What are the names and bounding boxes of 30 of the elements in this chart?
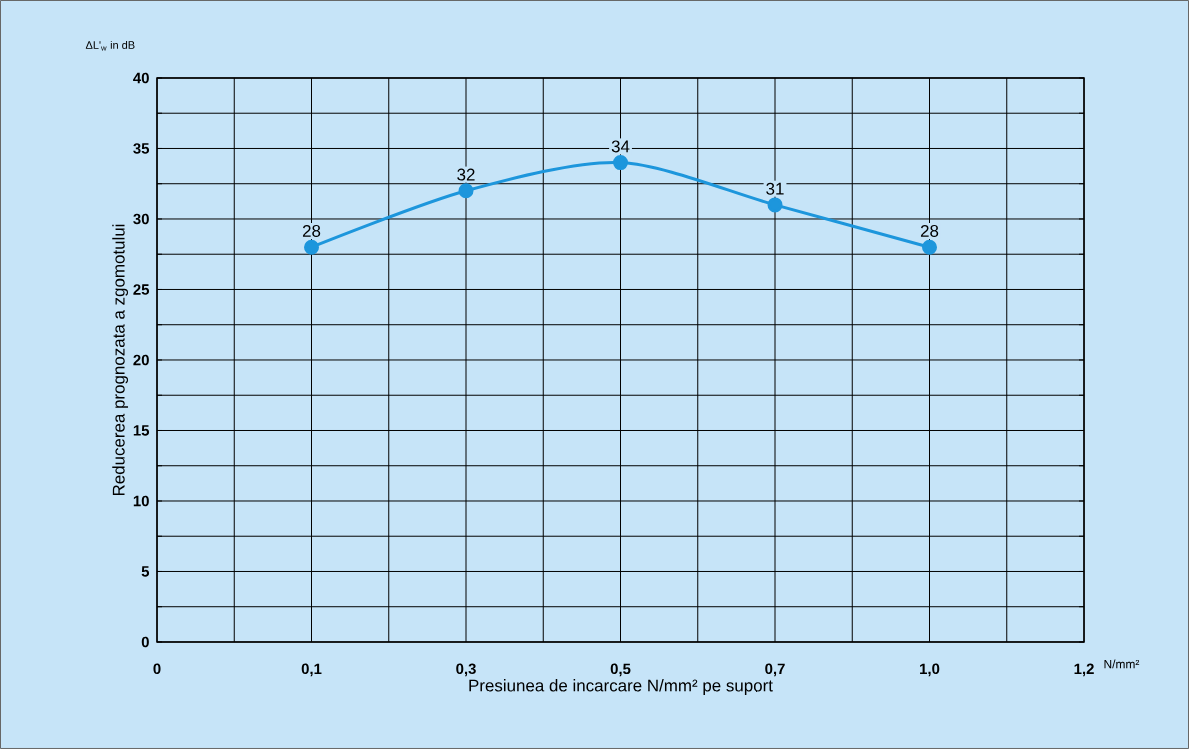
y-tick-label: 30 bbox=[133, 213, 149, 225]
y-tick-label: 0 bbox=[141, 636, 149, 648]
point bbox=[767, 197, 783, 213]
point bbox=[458, 183, 474, 199]
y-tick-label: 40 bbox=[133, 72, 149, 84]
point bbox=[613, 155, 629, 171]
x-tick-label: 0,5 bbox=[610, 663, 631, 677]
y-tick-label: 35 bbox=[133, 143, 150, 154]
y-tick-label: 5 bbox=[141, 566, 150, 577]
x-tick-label: 1,0 bbox=[920, 663, 940, 677]
point bbox=[922, 239, 938, 255]
x-tick-label: 0,1 bbox=[301, 663, 322, 677]
y-axis-title: Reducerea prognozata a zgomotului bbox=[112, 224, 129, 496]
point bbox=[304, 239, 320, 255]
y-tick-label: 10 bbox=[133, 495, 149, 507]
y-tick-label: 25 bbox=[133, 284, 150, 295]
x-tick-label: 0,7 bbox=[765, 663, 785, 677]
x-axis-title: Presiunea de incarcare N/mm² pe suport bbox=[469, 679, 773, 695]
y-tick-label: 15 bbox=[133, 425, 150, 436]
text: ΔL'$_{w}$ in dB bbox=[85, 40, 135, 51]
data-label: 28 bbox=[920, 224, 939, 237]
y-tick-label: 20 bbox=[133, 354, 149, 366]
text: N/mm² bbox=[1104, 659, 1140, 669]
data-label: 31 bbox=[766, 182, 784, 195]
data-label: 32 bbox=[457, 168, 475, 181]
data-label: 28 bbox=[302, 224, 321, 237]
x-tick-label: 0 bbox=[153, 663, 161, 675]
x-tick-label: 1,2 bbox=[1074, 663, 1094, 677]
x-tick-label: 0,3 bbox=[456, 663, 476, 677]
data-label: 34 bbox=[611, 140, 630, 153]
